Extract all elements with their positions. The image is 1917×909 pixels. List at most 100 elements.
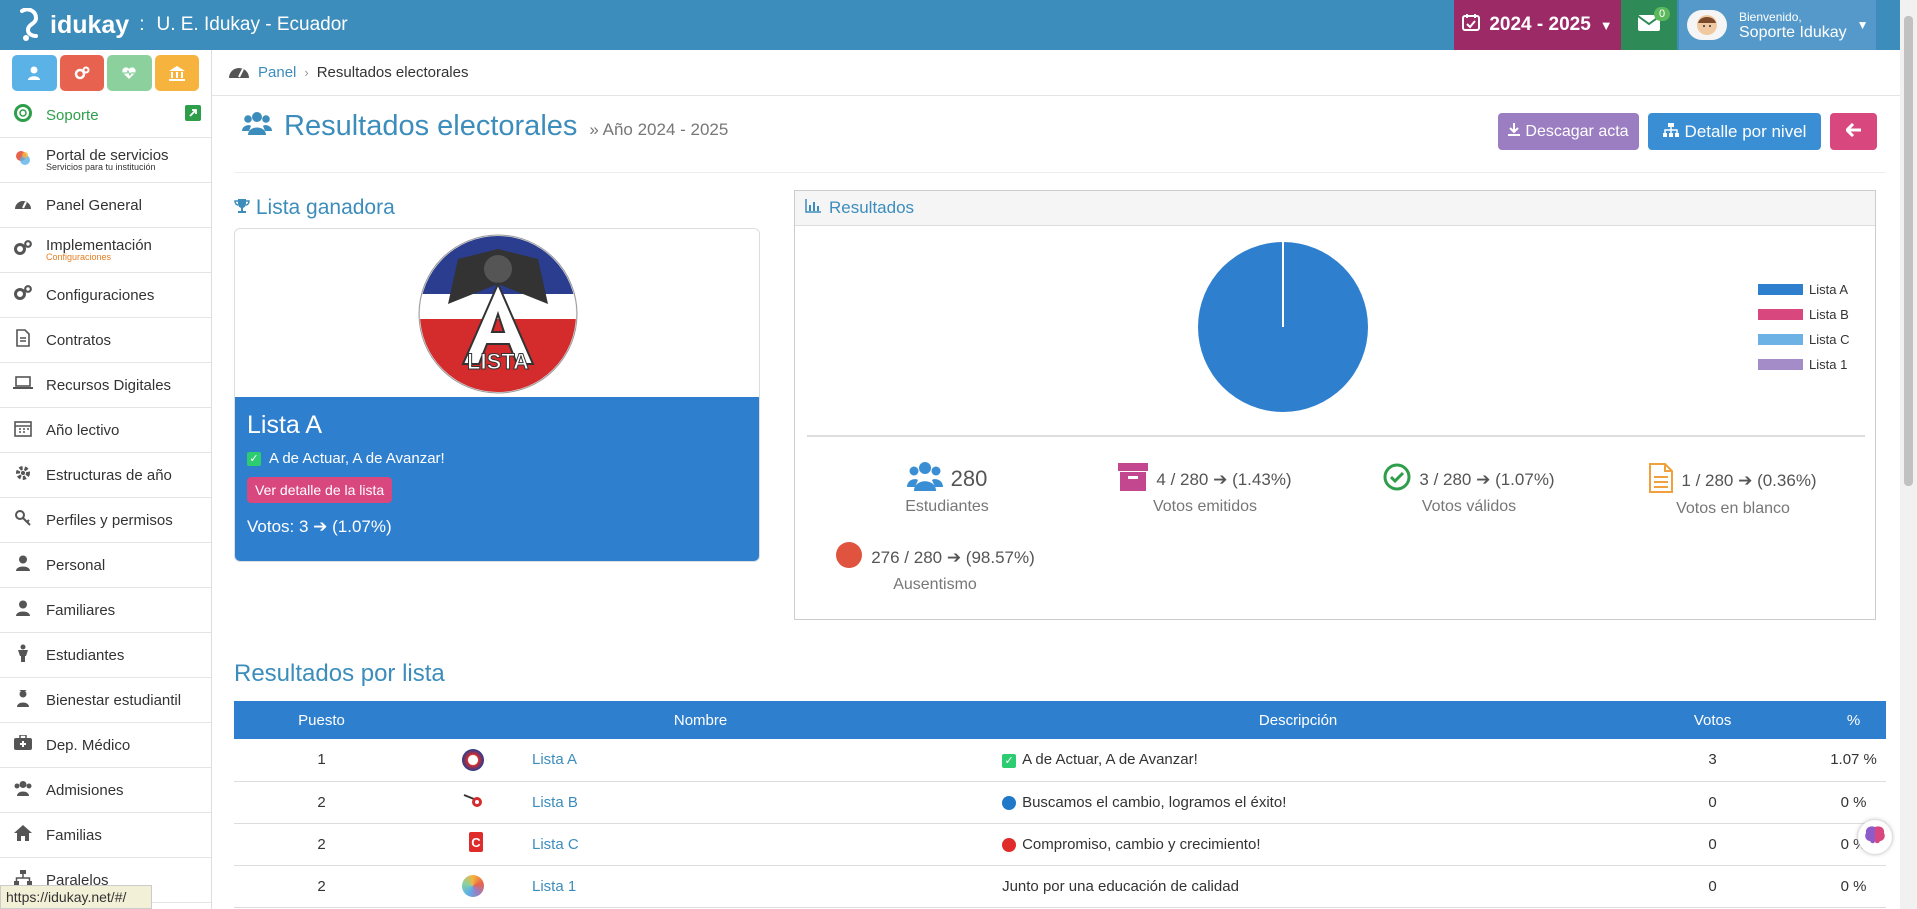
list-logo-icon (409, 781, 514, 824)
table-header-row: Puesto Nombre Descripción Votos % (234, 701, 1886, 739)
users-icon (242, 111, 272, 140)
quick-access-bar (0, 50, 211, 93)
table-row: 2 Lista 1 Junto por una educación de cal… (234, 865, 1886, 908)
winner-details: Lista A ✓ A de Actuar, A de Avanzar! Ver… (235, 397, 759, 561)
user-shortcut-icon[interactable] (12, 55, 57, 91)
sidebar-item-label: Personal (46, 556, 106, 574)
school-name: U. E. Idukay - Ecuador (156, 14, 348, 35)
sidebar-item-estudiantes[interactable]: Estudiantes (0, 633, 211, 678)
sidebar-item-portal-de-servicios[interactable]: Portal de servicios Servicios para tu ins… (0, 138, 211, 183)
institution-shortcut-icon[interactable] (154, 55, 199, 91)
legend-item: Lista B (1758, 302, 1849, 327)
sidebar-item-label: Paralelos (46, 871, 109, 889)
scrollbar-thumb[interactable] (1904, 16, 1913, 486)
row-votes: 0 (1604, 823, 1822, 866)
sidebar-item-contratos[interactable]: Contratos (0, 318, 211, 363)
list-b-link[interactable]: Lista B (532, 793, 578, 811)
idukay-logo-icon (20, 8, 39, 41)
winner-slogan: A de Actuar, A de Avanzar! (269, 450, 445, 467)
user-menu[interactable]: Bienvenido, Soporte Idukay ▼ (1679, 0, 1876, 50)
sidebar-item-bienestar-estudiantil[interactable]: Bienestar estudiantil (0, 678, 211, 723)
sidebar-item-implementacion[interactable]: Implementación Configuraciones (0, 228, 211, 273)
sidebar-item-panel-general[interactable]: Panel General (0, 183, 211, 228)
view-list-detail-button[interactable]: Ver detalle de la lista (247, 477, 393, 503)
top-navbar: idukay : U. E. Idukay - Ecuador 2024 - 2… (0, 0, 1917, 50)
check-square-icon: ✓ (247, 451, 261, 466)
sidebar-item-sublabel: Servicios para tu institución (46, 161, 156, 172)
legend-swatch (1758, 309, 1803, 320)
red-circle-icon (835, 541, 863, 574)
winner-votes: Votos: 3 ➔ (1.07%) (247, 517, 392, 536)
user-icon (12, 555, 34, 575)
column-header-name: Nombre (409, 701, 993, 739)
sidebar-item-dep-medico[interactable]: Dep. Médico (0, 723, 211, 768)
back-button[interactable] (1830, 113, 1877, 150)
sidebar-item-recursos-digitales[interactable]: Recursos Digitales (0, 363, 211, 408)
red-circle-icon (1002, 837, 1017, 852)
breadcrumb: Panel › Resultados electorales (212, 50, 1900, 96)
gears-icon (12, 285, 34, 305)
external-link-icon[interactable] (185, 105, 201, 125)
row-rank: 2 (234, 781, 409, 824)
caret-down-icon: ▼ (1599, 17, 1613, 33)
gears-icon (12, 240, 34, 260)
sidebar-item-familias[interactable]: Familias (0, 813, 211, 858)
assistant-brain-button[interactable] (1858, 820, 1892, 854)
stat-valid-label: Votos válidos (1421, 498, 1517, 515)
school-year-label: 2024 - 2025 (1489, 14, 1591, 35)
welcome-text: Bienvenido, (1739, 10, 1802, 24)
users-icon (12, 780, 34, 800)
sidebar-item-estructuras-de-ano[interactable]: Estructuras de año (0, 453, 211, 498)
list-a-link[interactable]: Lista A (532, 751, 578, 769)
sidebar-item-configuraciones[interactable]: Configuraciones (0, 273, 211, 318)
gear-icon (12, 464, 34, 486)
row-rank: 2 (234, 865, 409, 908)
sidebar-item-label: Configuraciones (46, 286, 155, 304)
settings-shortcut-icon[interactable] (59, 55, 104, 91)
sidebar-item-perfiles-y-permisos[interactable]: Perfiles y permisos (0, 498, 211, 543)
avatar (1687, 10, 1727, 40)
school-year-selector[interactable]: 2024 - 2025 ▼ (1454, 0, 1621, 50)
list-1-link[interactable]: Lista 1 (532, 877, 577, 895)
header-divider (234, 172, 1886, 173)
sidebar-item-familiares[interactable]: Familiares (0, 588, 211, 633)
calendar-icon (1462, 13, 1481, 37)
archive-box-icon (1118, 463, 1149, 496)
list-c-link[interactable]: Lista C (532, 835, 579, 853)
table-row: 2 Lista B Buscamos el cambio, logramos e… (234, 781, 1886, 824)
stat-valid: 3 / 280 ➔ (1.07%) Votos válidos (1369, 463, 1569, 516)
stat-students: 280 Estudiantes (887, 461, 1007, 516)
stat-emitted-label: Votos emitidos (1152, 498, 1258, 515)
check-square-icon: ✓ (1002, 753, 1017, 768)
sidebar-item-personal[interactable]: Personal (0, 543, 211, 588)
user-name: Soporte Idukay (1739, 24, 1847, 41)
dashboard-icon (12, 196, 34, 214)
download-acta-label: Descagar acta (1525, 122, 1629, 140)
stat-absent: 276 / 280 ➔ (98.57%) Ausentismo (835, 541, 1035, 594)
row-rank: 1 (234, 739, 409, 782)
detail-by-level-button[interactable]: Detalle por nivel (1648, 113, 1821, 150)
sidebar-item-ano-lectivo[interactable]: Año lectivo (0, 408, 211, 453)
legend-label: Lista 1 (1809, 357, 1848, 372)
messages-button[interactable]: 0 (1621, 0, 1677, 50)
messages-count-badge: 0 (1654, 7, 1671, 21)
results-panel-header: Resultados (795, 191, 1875, 226)
check-circle-icon (1383, 463, 1411, 496)
stat-valid-value: 3 / 280 ➔ (1.07%) (1419, 469, 1555, 489)
page-title: Resultados electorales (284, 110, 578, 142)
sidebar-item-label: Soporte (46, 106, 99, 124)
sidebar-item-admisiones[interactable]: Admisiones (0, 768, 211, 813)
sidebar-item-soporte[interactable]: Soporte (0, 93, 211, 138)
results-table: Puesto Nombre Descripción Votos % 1 List… (234, 701, 1886, 908)
row-percent: 1.07 % (1821, 739, 1886, 782)
column-header-percent: % (1821, 701, 1886, 739)
sidebar-item-label: Implementación (46, 236, 152, 254)
sidebar-item-label: Perfiles y permisos (46, 511, 173, 529)
breadcrumb-panel-link[interactable]: Panel (258, 64, 297, 81)
download-acta-button[interactable]: Descagar acta (1498, 113, 1639, 150)
health-shortcut-icon[interactable] (107, 55, 152, 91)
laptop-icon (12, 376, 34, 394)
column-header-description: Descripción (992, 701, 1605, 739)
brand-logo[interactable]: idukay (14, 8, 129, 42)
page-scrollbar[interactable] (1900, 0, 1917, 909)
